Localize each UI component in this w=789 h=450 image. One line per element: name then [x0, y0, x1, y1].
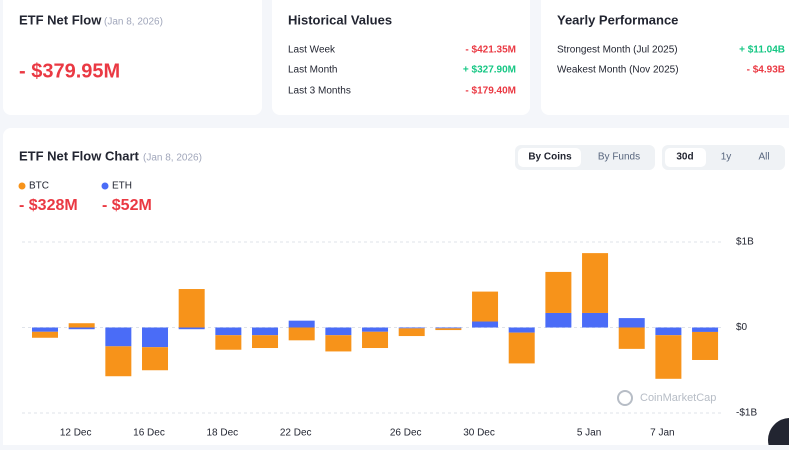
series-total: - $52M	[102, 197, 152, 214]
bar	[178, 289, 205, 328]
y-tick-label: $0	[736, 322, 748, 333]
x-tick-label: 16 Dec	[133, 428, 165, 439]
bar	[288, 320, 315, 328]
row-label: Last 3 Months	[288, 86, 351, 97]
bar	[692, 327, 719, 332]
bar	[692, 331, 719, 360]
historical-title: Historical Values	[288, 12, 392, 27]
legend-dot	[101, 182, 109, 190]
bar	[142, 327, 169, 348]
bar	[105, 346, 132, 377]
bar	[362, 331, 389, 349]
tab-button[interactable]: By Coins	[528, 152, 572, 163]
watermark: CoinMarketCap	[640, 392, 716, 404]
chart-subtitle: (Jan 8, 2026)	[143, 153, 202, 164]
bar	[472, 291, 499, 322]
summary-date: (Jan 8, 2026)	[104, 17, 163, 28]
bar	[508, 332, 535, 364]
bar	[472, 321, 499, 328]
row-label: Last Month	[288, 65, 337, 76]
bar	[435, 328, 462, 331]
row-value: - $421.35M	[465, 45, 516, 56]
bar	[252, 335, 279, 349]
bar	[618, 327, 645, 349]
row-value: + $11.04B	[739, 45, 785, 56]
bar	[435, 327, 462, 329]
bar	[288, 327, 315, 341]
x-tick-label: 18 Dec	[207, 428, 239, 439]
active-tab	[518, 148, 581, 167]
bar	[362, 327, 389, 332]
tab-button[interactable]: By Funds	[598, 152, 640, 163]
tab-button[interactable]: 30d	[676, 152, 693, 163]
bar	[325, 335, 352, 352]
active-tab	[665, 148, 706, 167]
bar	[545, 312, 572, 328]
bar	[655, 335, 682, 379]
tab-button[interactable]: 1y	[721, 152, 732, 163]
yearly-title: Yearly Performance	[557, 12, 678, 27]
tab-button[interactable]: All	[758, 152, 769, 163]
x-tick-label: 7 Jan	[650, 428, 674, 439]
legend-label: BTC	[29, 181, 49, 192]
bar	[655, 327, 682, 336]
row-value: - $179.40M	[465, 86, 516, 97]
bar	[178, 327, 205, 330]
historical-card	[272, 0, 530, 115]
legend-label: ETH	[112, 181, 132, 192]
row-label: Weakest Month (Nov 2025)	[557, 65, 679, 76]
yearly-card	[541, 0, 789, 115]
y-tick-label: $1B	[736, 237, 754, 248]
bar	[68, 323, 95, 328]
bar	[142, 347, 169, 371]
bar	[398, 328, 425, 337]
summary-title: ETF Net Flow	[19, 12, 102, 27]
scroll-button[interactable]	[768, 418, 789, 450]
legend-dot	[18, 182, 26, 190]
y-tick-label: -$1B	[736, 408, 757, 419]
summary-card	[3, 0, 262, 115]
bar	[582, 253, 609, 313]
row-label: Last Week	[288, 45, 336, 56]
bar	[68, 327, 95, 330]
bar	[215, 335, 242, 350]
chart-card	[3, 128, 789, 450]
bar	[32, 331, 58, 338]
bar	[105, 327, 132, 347]
bar	[215, 327, 242, 336]
chart-title: ETF Net Flow Chart	[19, 148, 140, 163]
x-tick-label: 26 Dec	[390, 428, 422, 439]
row-value: - $4.93B	[747, 65, 785, 76]
bar	[32, 327, 58, 332]
x-tick-label: 5 Jan	[577, 428, 601, 439]
watermark-logo	[617, 390, 633, 406]
row-value: + $327.90M	[463, 65, 516, 76]
bar	[398, 327, 425, 329]
x-tick-label: 12 Dec	[60, 428, 92, 439]
bar	[508, 327, 535, 333]
x-tick-label: 22 Dec	[280, 428, 312, 439]
bar	[582, 312, 609, 328]
bar	[252, 327, 279, 336]
bar	[545, 271, 572, 313]
bar	[618, 318, 645, 328]
row-label: Strongest Month (Jul 2025)	[557, 45, 678, 56]
x-tick-label: 30 Dec	[463, 428, 495, 439]
bar	[325, 327, 352, 336]
series-total: - $328M	[19, 197, 78, 214]
summary-value: - $379.95M	[19, 60, 120, 82]
